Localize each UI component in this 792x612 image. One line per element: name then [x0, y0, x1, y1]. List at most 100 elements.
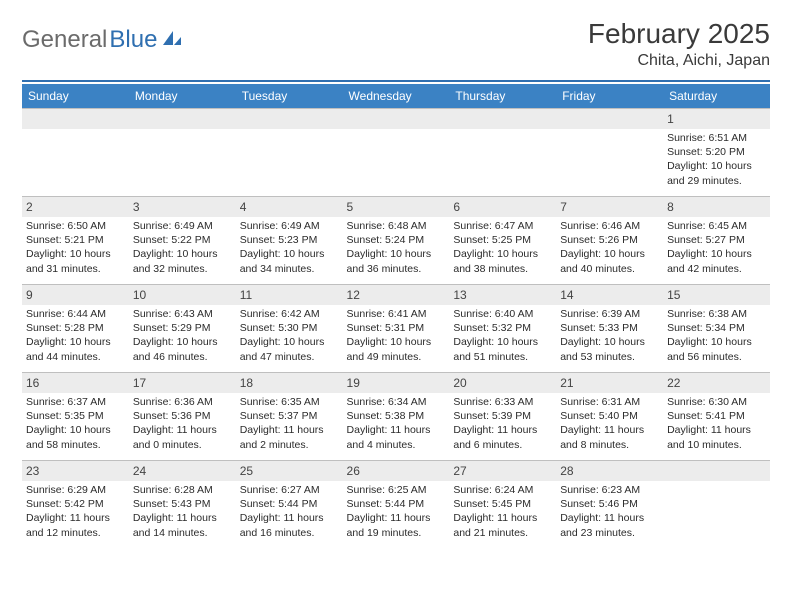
- sunrise-text: Sunrise: 6:43 AM: [133, 307, 232, 321]
- calendar-cell: 22Sunrise: 6:30 AMSunset: 5:41 PMDayligh…: [663, 372, 770, 460]
- day-details: Sunrise: 6:42 AMSunset: 5:30 PMDaylight:…: [240, 305, 339, 364]
- calendar-cell: 3Sunrise: 6:49 AMSunset: 5:22 PMDaylight…: [129, 196, 236, 284]
- day-details: Sunrise: 6:28 AMSunset: 5:43 PMDaylight:…: [133, 481, 232, 540]
- daylight-text: Daylight: 10 hours and 51 minutes.: [453, 335, 552, 363]
- day-number: 10: [129, 284, 236, 305]
- sunset-text: Sunset: 5:27 PM: [667, 233, 766, 247]
- cell-content: Sunrise: 6:30 AMSunset: 5:41 PMDaylight:…: [663, 393, 770, 456]
- day-details: Sunrise: 6:44 AMSunset: 5:28 PMDaylight:…: [26, 305, 125, 364]
- calendar-cell: 17Sunrise: 6:36 AMSunset: 5:36 PMDayligh…: [129, 372, 236, 460]
- cell-content: Sunrise: 6:43 AMSunset: 5:29 PMDaylight:…: [129, 305, 236, 368]
- cell-content: Sunrise: 6:39 AMSunset: 5:33 PMDaylight:…: [556, 305, 663, 368]
- sunrise-text: Sunrise: 6:40 AM: [453, 307, 552, 321]
- cell-content: Sunrise: 6:41 AMSunset: 5:31 PMDaylight:…: [343, 305, 450, 368]
- day-number: 17: [129, 372, 236, 393]
- sunset-text: Sunset: 5:44 PM: [240, 497, 339, 511]
- cell-content: Sunrise: 6:33 AMSunset: 5:39 PMDaylight:…: [449, 393, 556, 456]
- cell-content: Sunrise: 6:49 AMSunset: 5:22 PMDaylight:…: [129, 217, 236, 280]
- daylight-text: Daylight: 10 hours and 36 minutes.: [347, 247, 446, 275]
- daylight-text: Daylight: 10 hours and 49 minutes.: [347, 335, 446, 363]
- sunset-text: Sunset: 5:26 PM: [560, 233, 659, 247]
- calendar-row: 9Sunrise: 6:44 AMSunset: 5:28 PMDaylight…: [22, 284, 770, 372]
- sunset-text: Sunset: 5:43 PM: [133, 497, 232, 511]
- calendar-cell: 1Sunrise: 6:51 AMSunset: 5:20 PMDaylight…: [663, 108, 770, 196]
- sunrise-text: Sunrise: 6:50 AM: [26, 219, 125, 233]
- sunset-text: Sunset: 5:35 PM: [26, 409, 125, 423]
- empty-daybar: [236, 108, 343, 129]
- cell-content: Sunrise: 6:23 AMSunset: 5:46 PMDaylight:…: [556, 481, 663, 544]
- calendar-cell: [556, 108, 663, 196]
- sunset-text: Sunset: 5:40 PM: [560, 409, 659, 423]
- day-details: Sunrise: 6:45 AMSunset: 5:27 PMDaylight:…: [667, 217, 766, 276]
- sail-icon: [161, 26, 183, 54]
- sunset-text: Sunset: 5:22 PM: [133, 233, 232, 247]
- sunset-text: Sunset: 5:36 PM: [133, 409, 232, 423]
- day-number: 16: [22, 372, 129, 393]
- empty-daybar: [556, 108, 663, 129]
- calendar-cell: [236, 108, 343, 196]
- cell-content: Sunrise: 6:24 AMSunset: 5:45 PMDaylight:…: [449, 481, 556, 544]
- calendar-cell: 16Sunrise: 6:37 AMSunset: 5:35 PMDayligh…: [22, 372, 129, 460]
- day-details: Sunrise: 6:41 AMSunset: 5:31 PMDaylight:…: [347, 305, 446, 364]
- sunrise-text: Sunrise: 6:37 AM: [26, 395, 125, 409]
- calendar-cell: 20Sunrise: 6:33 AMSunset: 5:39 PMDayligh…: [449, 372, 556, 460]
- calendar-cell: 13Sunrise: 6:40 AMSunset: 5:32 PMDayligh…: [449, 284, 556, 372]
- sunset-text: Sunset: 5:46 PM: [560, 497, 659, 511]
- calendar-cell: 24Sunrise: 6:28 AMSunset: 5:43 PMDayligh…: [129, 460, 236, 548]
- cell-content: Sunrise: 6:47 AMSunset: 5:25 PMDaylight:…: [449, 217, 556, 280]
- day-details: Sunrise: 6:46 AMSunset: 5:26 PMDaylight:…: [560, 217, 659, 276]
- daylight-text: Daylight: 10 hours and 38 minutes.: [453, 247, 552, 275]
- empty-daybar: [22, 108, 129, 129]
- calendar-row: 16Sunrise: 6:37 AMSunset: 5:35 PMDayligh…: [22, 372, 770, 460]
- daylight-text: Daylight: 11 hours and 12 minutes.: [26, 511, 125, 539]
- dayheader-wed: Wednesday: [343, 84, 450, 108]
- daylight-text: Daylight: 10 hours and 40 minutes.: [560, 247, 659, 275]
- day-details: Sunrise: 6:31 AMSunset: 5:40 PMDaylight:…: [560, 393, 659, 452]
- calendar-cell: 26Sunrise: 6:25 AMSunset: 5:44 PMDayligh…: [343, 460, 450, 548]
- sunrise-text: Sunrise: 6:49 AM: [240, 219, 339, 233]
- day-number: 12: [343, 284, 450, 305]
- calendar-row: 2Sunrise: 6:50 AMSunset: 5:21 PMDaylight…: [22, 196, 770, 284]
- daylight-text: Daylight: 10 hours and 47 minutes.: [240, 335, 339, 363]
- day-number: 3: [129, 196, 236, 217]
- day-number: 18: [236, 372, 343, 393]
- calendar-cell: 8Sunrise: 6:45 AMSunset: 5:27 PMDaylight…: [663, 196, 770, 284]
- day-details: Sunrise: 6:25 AMSunset: 5:44 PMDaylight:…: [347, 481, 446, 540]
- sunrise-text: Sunrise: 6:29 AM: [26, 483, 125, 497]
- cell-content: Sunrise: 6:37 AMSunset: 5:35 PMDaylight:…: [22, 393, 129, 456]
- daylight-text: Daylight: 10 hours and 42 minutes.: [667, 247, 766, 275]
- sunrise-text: Sunrise: 6:47 AM: [453, 219, 552, 233]
- dayheader-sat: Saturday: [663, 84, 770, 108]
- calendar-cell: 6Sunrise: 6:47 AMSunset: 5:25 PMDaylight…: [449, 196, 556, 284]
- cell-content: Sunrise: 6:38 AMSunset: 5:34 PMDaylight:…: [663, 305, 770, 368]
- sunset-text: Sunset: 5:30 PM: [240, 321, 339, 335]
- daylight-text: Daylight: 11 hours and 2 minutes.: [240, 423, 339, 451]
- calendar-cell: 12Sunrise: 6:41 AMSunset: 5:31 PMDayligh…: [343, 284, 450, 372]
- empty-daybar: [449, 108, 556, 129]
- day-number: 26: [343, 460, 450, 481]
- calendar-cell: 18 Sunrise: 6:35 AMSunset: 5:37 PMDayligh…: [236, 372, 343, 460]
- day-details: Sunrise: 6:37 AMSunset: 5:35 PMDaylight:…: [26, 393, 125, 452]
- header: GeneralBlue February 2025 Chita, Aichi, …: [22, 18, 770, 70]
- day-number: 27: [449, 460, 556, 481]
- sunrise-text: Sunrise: 6:35 AM: [240, 395, 339, 409]
- sunrise-text: Sunrise: 6:33 AM: [453, 395, 552, 409]
- dayheader-tue: Tuesday: [236, 84, 343, 108]
- cell-content: Sunrise: 6:50 AMSunset: 5:21 PMDaylight:…: [22, 217, 129, 280]
- calendar-row: 1Sunrise: 6:51 AMSunset: 5:20 PMDaylight…: [22, 108, 770, 196]
- sunset-text: Sunset: 5:24 PM: [347, 233, 446, 247]
- daylight-text: Daylight: 11 hours and 14 minutes.: [133, 511, 232, 539]
- day-details: Sunrise: 6:40 AMSunset: 5:32 PMDaylight:…: [453, 305, 552, 364]
- calendar-cell: 14Sunrise: 6:39 AMSunset: 5:33 PMDayligh…: [556, 284, 663, 372]
- calendar-cell: 2Sunrise: 6:50 AMSunset: 5:21 PMDaylight…: [22, 196, 129, 284]
- calendar-cell: 10Sunrise: 6:43 AMSunset: 5:29 PMDayligh…: [129, 284, 236, 372]
- calendar-cell: [129, 108, 236, 196]
- brand-part2: Blue: [109, 26, 157, 54]
- calendar-cell: 23Sunrise: 6:29 AMSunset: 5:42 PMDayligh…: [22, 460, 129, 548]
- daylight-text: Daylight: 11 hours and 19 minutes.: [347, 511, 446, 539]
- sunset-text: Sunset: 5:29 PM: [133, 321, 232, 335]
- day-details: Sunrise: 6:29 AMSunset: 5:42 PMDaylight:…: [26, 481, 125, 540]
- calendar-table: Sunday Monday Tuesday Wednesday Thursday…: [22, 84, 770, 548]
- sunrise-text: Sunrise: 6:44 AM: [26, 307, 125, 321]
- sunset-text: Sunset: 5:37 PM: [240, 409, 339, 423]
